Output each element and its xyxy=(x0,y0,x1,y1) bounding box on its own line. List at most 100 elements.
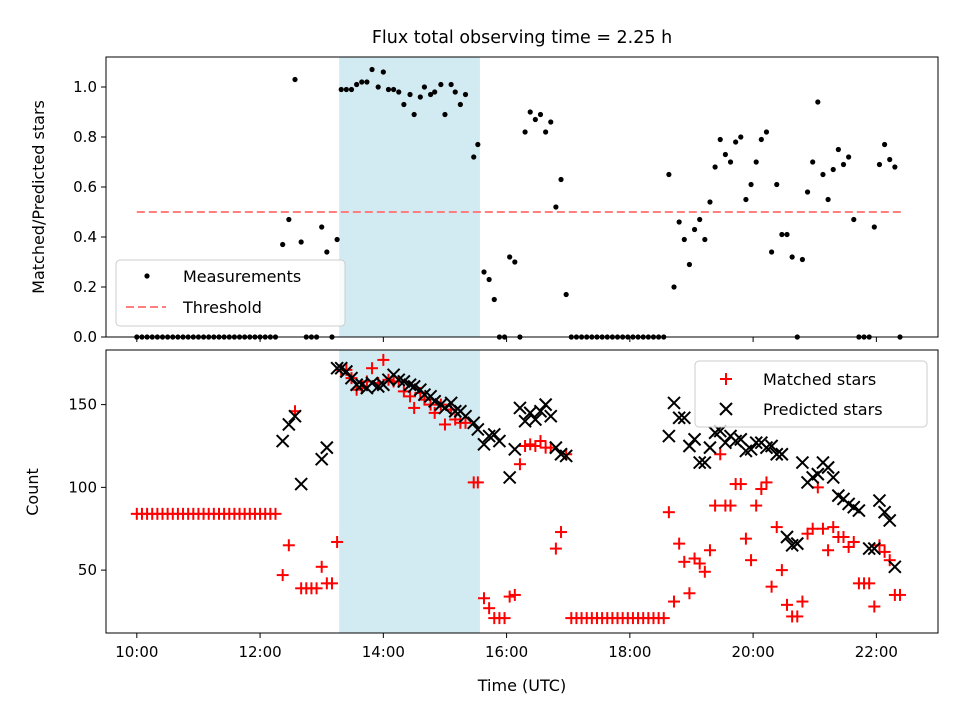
legend-matched-marker xyxy=(720,373,732,385)
matched-star-point xyxy=(760,476,773,489)
measurement-point xyxy=(537,111,544,118)
predicted-star-point xyxy=(703,440,717,455)
predicted-star-point xyxy=(458,409,473,423)
predicted-star-point xyxy=(790,536,804,551)
measurement-point xyxy=(820,171,826,178)
predicted-star-point xyxy=(513,401,527,415)
matched-star-point xyxy=(791,610,804,623)
predicted-star-point xyxy=(344,371,359,385)
matched-star-point xyxy=(863,577,876,590)
measurement-point xyxy=(471,154,477,160)
predicted-star-point xyxy=(538,397,553,412)
measurement-point xyxy=(784,231,790,238)
predicted-star-point xyxy=(544,409,558,423)
measurement-point xyxy=(717,136,723,143)
matched-star-point xyxy=(714,448,727,461)
measurement-point xyxy=(438,81,444,88)
measurement-point xyxy=(527,109,533,115)
measurement-point xyxy=(401,101,407,108)
measurement-point xyxy=(486,276,492,283)
predicted-star-point xyxy=(862,541,876,556)
measurement-point xyxy=(815,99,821,105)
top-axis-ticks: 0.0 0.2 0.4 0.6 0.8 1.0 xyxy=(73,78,877,346)
measurement-point xyxy=(380,69,386,75)
matched-star-point xyxy=(331,535,344,548)
matched-star-point xyxy=(822,544,835,557)
predicted-star-point xyxy=(775,447,789,461)
measurement-point xyxy=(475,141,481,148)
top-y-tick-label: 0.0 xyxy=(73,328,97,346)
top-y-tick-label: 0.8 xyxy=(73,128,97,146)
bottom-y-tick-label: 150 xyxy=(68,396,97,414)
bottom-axis-ticks: 10:00 12:00 14:00 16:00 18:00 20:00 22:00 50 100… xyxy=(68,396,898,661)
measurement-point xyxy=(558,176,564,183)
matched-star-point xyxy=(282,539,295,552)
predicted-star-point xyxy=(275,434,290,448)
measurement-point xyxy=(481,269,487,275)
measurement-point xyxy=(774,181,780,188)
measurement-point xyxy=(280,241,286,248)
measurement-point xyxy=(421,84,428,90)
matched-star-point xyxy=(837,531,850,544)
bottom-y-tick-label: 100 xyxy=(68,478,97,496)
measurement-point xyxy=(359,79,365,85)
matched-star-point xyxy=(315,560,328,573)
x-tick-label: 22:00 xyxy=(855,643,898,661)
predicted-star-point xyxy=(677,411,691,425)
matched-star-point xyxy=(276,569,289,582)
predicted-star-point xyxy=(407,379,421,394)
measurement-point xyxy=(702,236,708,243)
measurement-point xyxy=(707,199,713,205)
measurement-point xyxy=(799,256,806,263)
predicted-star-point xyxy=(330,361,344,375)
measurement-point xyxy=(846,154,852,160)
x-tick-label: 18:00 xyxy=(608,643,651,661)
matched-star-point xyxy=(477,592,490,605)
measurement-point xyxy=(369,66,375,73)
bottom-legend: Matched stars Predicted stars xyxy=(694,360,928,428)
measurement-point xyxy=(753,159,759,165)
measurement-point xyxy=(396,89,402,95)
measurement-point xyxy=(286,216,292,223)
predicted-star-point xyxy=(795,455,810,470)
matched-star-point xyxy=(524,438,537,451)
matched-star-point xyxy=(683,587,696,600)
top-legend-box xyxy=(115,259,346,327)
matched-star-point xyxy=(739,532,752,545)
measurement-point xyxy=(727,159,734,165)
measurement-point xyxy=(354,81,360,88)
measurement-point xyxy=(548,119,554,125)
matched-star-point xyxy=(770,521,783,534)
top-y-tick-label: 0.6 xyxy=(73,178,97,196)
measurement-point xyxy=(743,196,749,203)
matched-star-point xyxy=(745,554,758,567)
x-tick-label: 14:00 xyxy=(362,643,405,661)
predicted-star-point xyxy=(662,429,676,443)
measurement-point xyxy=(666,171,672,178)
predicted-star-point xyxy=(427,394,442,409)
predicted-star-point xyxy=(826,470,840,485)
measurement-point xyxy=(364,79,370,85)
matched-star-point xyxy=(883,554,896,567)
predicted-star-point xyxy=(811,467,825,481)
matched-star-point xyxy=(678,555,691,568)
measurement-point xyxy=(348,86,355,93)
predicted-star-point xyxy=(698,455,712,470)
predicted-star-point xyxy=(852,503,866,518)
predicted-star-point xyxy=(667,396,681,410)
measurement-point xyxy=(563,291,569,298)
predicted-star-point xyxy=(320,440,334,455)
matched-star-point xyxy=(366,362,379,375)
predicted-star-point xyxy=(883,513,897,528)
predicted-star-point xyxy=(492,434,507,448)
top-legend: Measurements Threshold xyxy=(115,259,346,327)
predicted-star-point xyxy=(687,432,702,447)
predicted-star-point xyxy=(672,411,686,425)
measurement-point xyxy=(892,164,898,170)
predicted-star-point xyxy=(682,439,697,453)
matched-star-point xyxy=(816,522,829,535)
predicted-star-point xyxy=(734,432,748,447)
measurement-point xyxy=(691,226,698,233)
measurement-point xyxy=(830,166,836,173)
matched-star-point xyxy=(662,506,675,519)
